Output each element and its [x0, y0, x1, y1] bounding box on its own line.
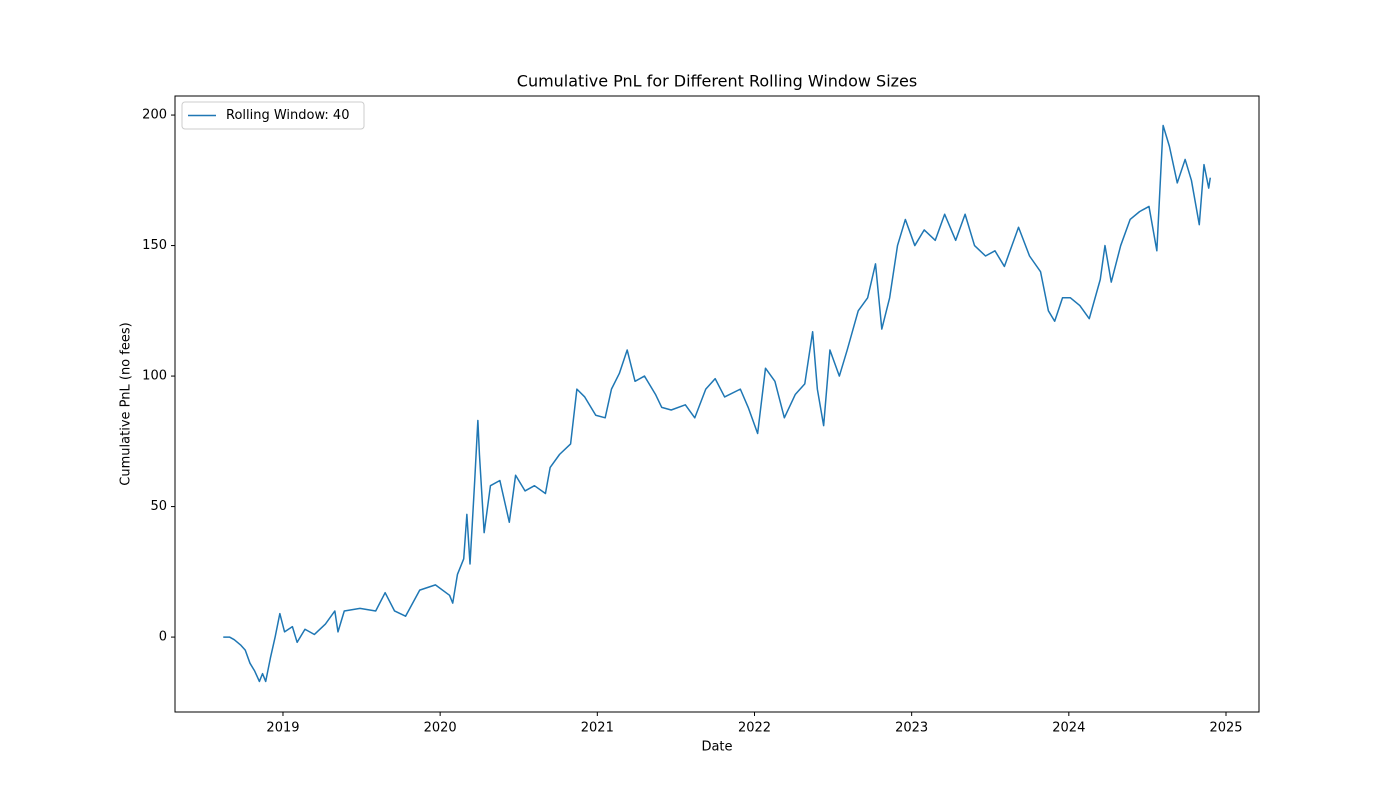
y-axis-label: Cumulative PnL (no fees) — [119, 322, 134, 485]
y-tick-label: 200 — [142, 108, 167, 123]
x-tick-label: 2022 — [738, 721, 771, 736]
x-axis-label: Date — [701, 740, 732, 755]
line — [223, 124, 1212, 683]
x-tick-label: 2024 — [1052, 721, 1085, 736]
legend-box — [181, 101, 365, 130]
y-tick-label: 50 — [150, 499, 167, 514]
x-tick-label: 2021 — [581, 721, 614, 736]
chart-title: Cumulative PnL for Different Rolling Win… — [517, 72, 917, 91]
x-tick-label: 2020 — [424, 721, 457, 736]
plot-frame — [174, 95, 1260, 713]
x-tick-label: 2023 — [895, 721, 928, 736]
x-tick-label: 2019 — [266, 721, 299, 736]
y-tick-label: 150 — [142, 238, 167, 253]
y-tick-label: 0 — [159, 630, 167, 645]
legend-label: Rolling Window: 40 — [226, 108, 349, 123]
y-tick-label: 100 — [142, 369, 167, 384]
x-tick-label: 2025 — [1209, 721, 1242, 736]
